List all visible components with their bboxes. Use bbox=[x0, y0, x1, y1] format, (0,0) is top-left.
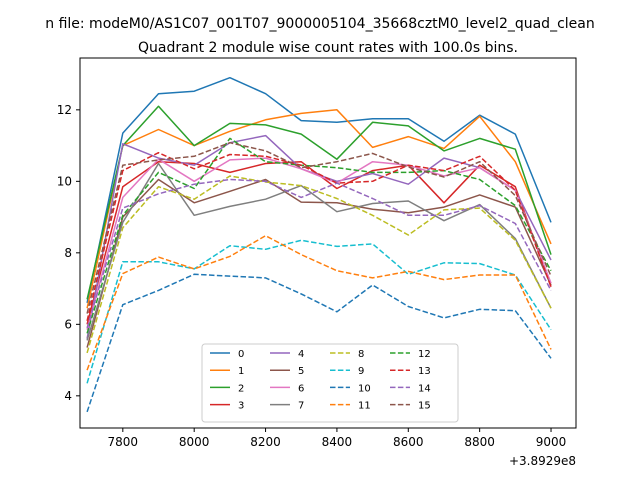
legend-label-5: 5 bbox=[298, 366, 304, 377]
x-tick-label: 8200 bbox=[250, 435, 281, 449]
x-axis-offset-label: +3.8929e8 bbox=[509, 454, 576, 468]
legend-label-11: 11 bbox=[358, 401, 371, 412]
legend-label-4: 4 bbox=[298, 349, 304, 360]
series-line-0 bbox=[86, 76, 552, 304]
legend-label-15: 15 bbox=[418, 401, 431, 412]
series-line-2 bbox=[86, 105, 552, 300]
legend-label-1: 1 bbox=[238, 366, 244, 377]
legend-label-13: 13 bbox=[418, 366, 431, 377]
series-line-15 bbox=[86, 141, 552, 314]
legend-box bbox=[201, 343, 459, 423]
series-line-12 bbox=[86, 137, 552, 334]
legend-label-10: 10 bbox=[358, 383, 371, 394]
figure-suptitle: n file: modeM0/AS1C07_001T07_9000005104_… bbox=[45, 16, 594, 32]
legend-label-6: 6 bbox=[298, 383, 304, 394]
legend-label-9: 9 bbox=[358, 366, 364, 377]
series-layer bbox=[86, 76, 552, 413]
legend-label-0: 0 bbox=[238, 349, 244, 360]
legend-label-12: 12 bbox=[418, 349, 431, 360]
x-tick-label: 8800 bbox=[464, 435, 495, 449]
y-axis: 4 6 8 10 12 bbox=[57, 103, 80, 403]
x-axis: 7800 8000 8200 8400 8600 8800 9000 bbox=[108, 428, 567, 449]
series-line-13 bbox=[86, 151, 552, 321]
legend-label-8: 8 bbox=[358, 349, 364, 360]
y-tick-label: 12 bbox=[57, 103, 72, 117]
series-line-6 bbox=[86, 157, 552, 330]
legend-label-14: 14 bbox=[418, 383, 431, 394]
series-line-1 bbox=[86, 109, 552, 309]
x-tick-label: 7800 bbox=[108, 435, 139, 449]
y-tick-label: 8 bbox=[64, 246, 72, 260]
x-tick-label: 8600 bbox=[393, 435, 424, 449]
y-tick-label: 4 bbox=[64, 389, 72, 403]
y-tick-label: 6 bbox=[64, 317, 72, 331]
series-line-8 bbox=[86, 175, 552, 354]
series-line-9 bbox=[86, 239, 552, 384]
legend-label-7: 7 bbox=[298, 401, 304, 412]
legend-label-3: 3 bbox=[238, 401, 244, 412]
series-line-10 bbox=[86, 273, 552, 413]
series-line-11 bbox=[86, 234, 552, 371]
x-tick-label: 8400 bbox=[322, 435, 353, 449]
series-line-14 bbox=[86, 178, 552, 329]
series-line-5 bbox=[86, 178, 552, 348]
x-tick-label: 9000 bbox=[536, 435, 567, 449]
chart-title: Quadrant 2 module wise count rates with … bbox=[138, 40, 518, 56]
x-tick-label: 8000 bbox=[179, 435, 210, 449]
y-tick-label: 10 bbox=[57, 174, 72, 188]
plot-frame bbox=[79, 57, 577, 429]
legend-label-2: 2 bbox=[238, 383, 244, 394]
